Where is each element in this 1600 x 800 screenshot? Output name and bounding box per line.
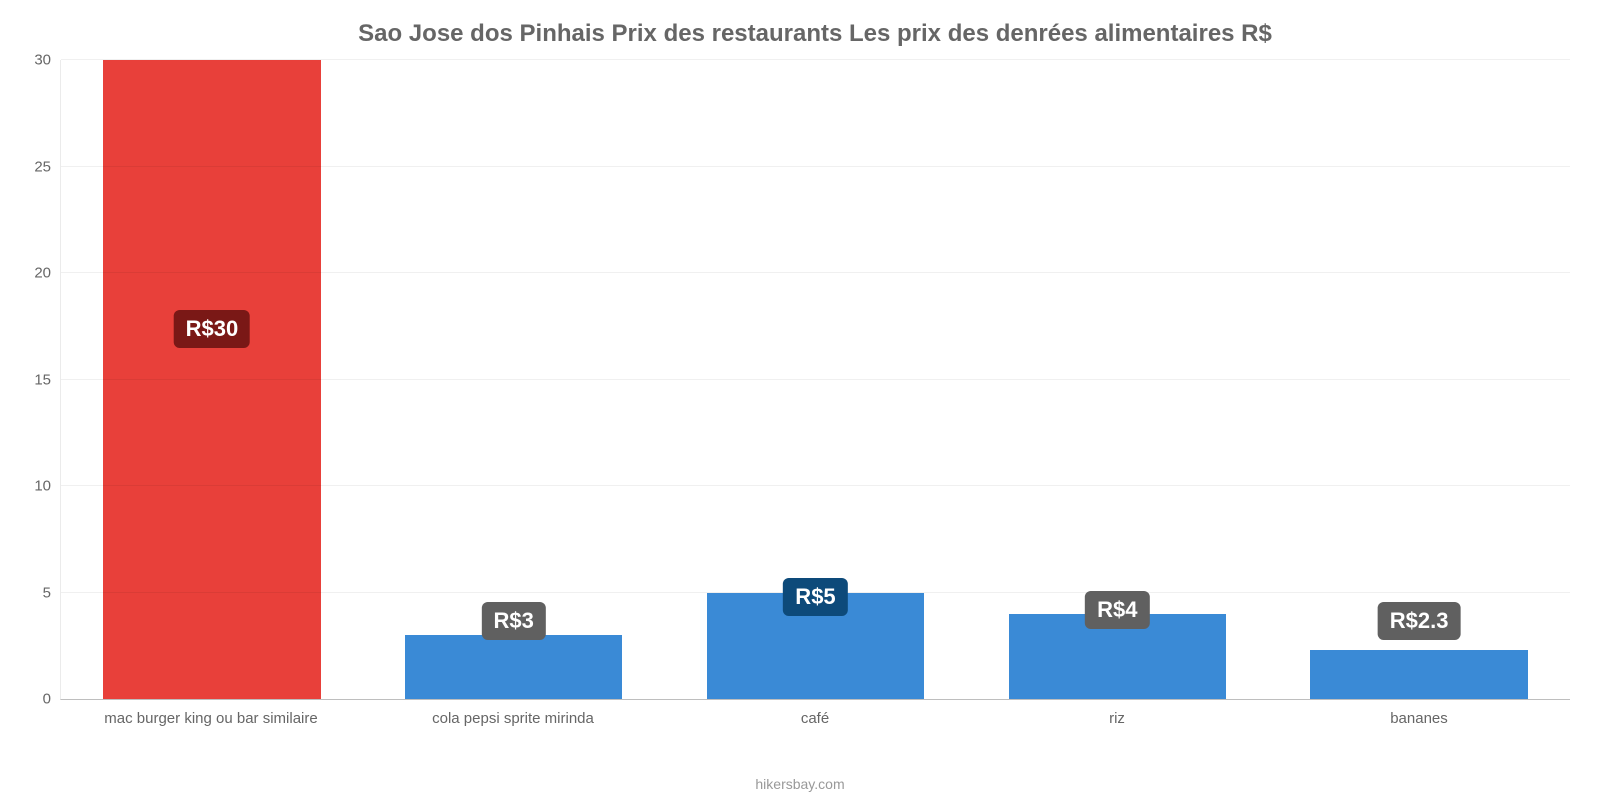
bar-value-label: R$2.3: [1378, 602, 1461, 640]
x-tick-label: riz: [966, 710, 1268, 727]
gridline: [61, 59, 1570, 60]
x-axis: mac burger king ou bar similairecola pep…: [60, 710, 1570, 727]
bar-value-label: R$4: [1085, 591, 1149, 629]
bar: [103, 60, 320, 699]
y-tick-label: 5: [43, 584, 51, 601]
y-tick-label: 20: [34, 265, 51, 282]
x-tick-label: bananes: [1268, 710, 1570, 727]
bar-slot: R$30: [61, 60, 363, 699]
y-tick-label: 0: [43, 691, 51, 708]
x-tick-label: mac burger king ou bar similaire: [60, 710, 362, 727]
bar-value-label: R$30: [174, 310, 251, 348]
price-bar-chart: Sao Jose dos Pinhais Prix des restaurant…: [0, 0, 1600, 800]
x-tick-label: cola pepsi sprite mirinda: [362, 710, 664, 727]
y-tick-label: 30: [34, 52, 51, 69]
bar-slot: R$2.3: [1268, 60, 1570, 699]
gridline: [61, 272, 1570, 273]
bar-value-label: R$3: [482, 602, 546, 640]
bar-slot: R$5: [665, 60, 967, 699]
bar: [405, 635, 622, 699]
bar-value-label: R$5: [783, 578, 847, 616]
credit-text: hikersbay.com: [0, 776, 1600, 792]
plot-area: R$30R$3R$5R$4R$2.3 051015202530: [60, 60, 1570, 700]
bars-row: R$30 R$3 R$5 R$4 R$2.3: [61, 60, 1570, 699]
bar-slot: R$3: [363, 60, 665, 699]
y-tick-label: 15: [34, 371, 51, 388]
gridline: [61, 379, 1570, 380]
y-tick-label: 25: [34, 158, 51, 175]
gridline: [61, 485, 1570, 486]
bar-slot: R$4: [966, 60, 1268, 699]
chart-title: Sao Jose dos Pinhais Prix des restaurant…: [60, 20, 1570, 48]
x-tick-label: café: [664, 710, 966, 727]
bar: [1310, 650, 1527, 699]
y-tick-label: 10: [34, 478, 51, 495]
gridline: [61, 166, 1570, 167]
